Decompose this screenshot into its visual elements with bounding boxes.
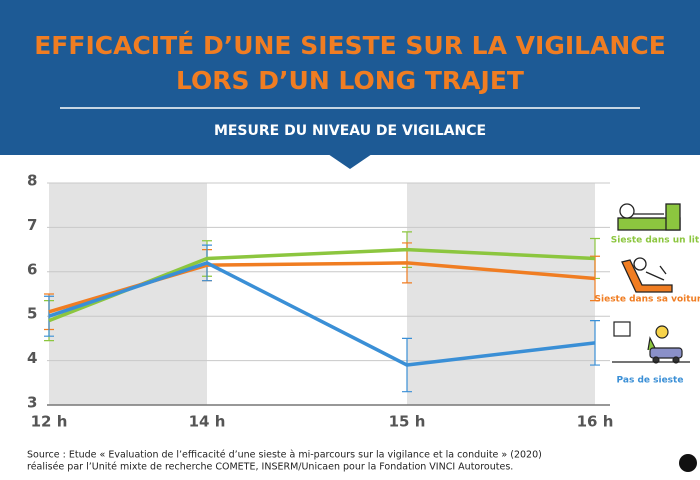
x-tick-label: 12 h [31, 413, 68, 431]
source-line: réalisée par l’Unité mixte de recherche … [27, 462, 513, 473]
band [49, 183, 207, 405]
x-tick-label: 16 h [577, 413, 614, 431]
infographic: EFFICACITÉ D’UNE SIESTE SUR LA VIGILANCE… [0, 0, 700, 480]
y-tick-label: 4 [27, 349, 37, 367]
band [407, 183, 595, 405]
x-tick-label: 15 h [389, 413, 426, 431]
y-tick-label: 6 [27, 260, 37, 278]
legend-label: Sieste dans un lit [611, 236, 700, 246]
y-tick-label: 5 [27, 305, 37, 323]
title-line: LORS D’UN LONG TRAJET [176, 66, 524, 95]
legend-label: Pas de sieste [617, 376, 684, 386]
x-tick-label: 14 h [189, 413, 226, 431]
legend-label: Sieste dans sa voiture [595, 295, 700, 305]
y-tick-label: 7 [27, 216, 37, 234]
y-tick-label: 8 [27, 172, 37, 190]
subtitle: MESURE DU NIVEAU DE VIGILANCE [214, 123, 486, 139]
title-line: EFFICACITÉ D’UNE SIESTE SUR LA VIGILANCE [34, 31, 666, 60]
y-tick-label: 3 [27, 394, 37, 412]
source-line: Source : Etude « Evaluation de l’efficac… [27, 450, 542, 461]
logo [679, 454, 697, 472]
